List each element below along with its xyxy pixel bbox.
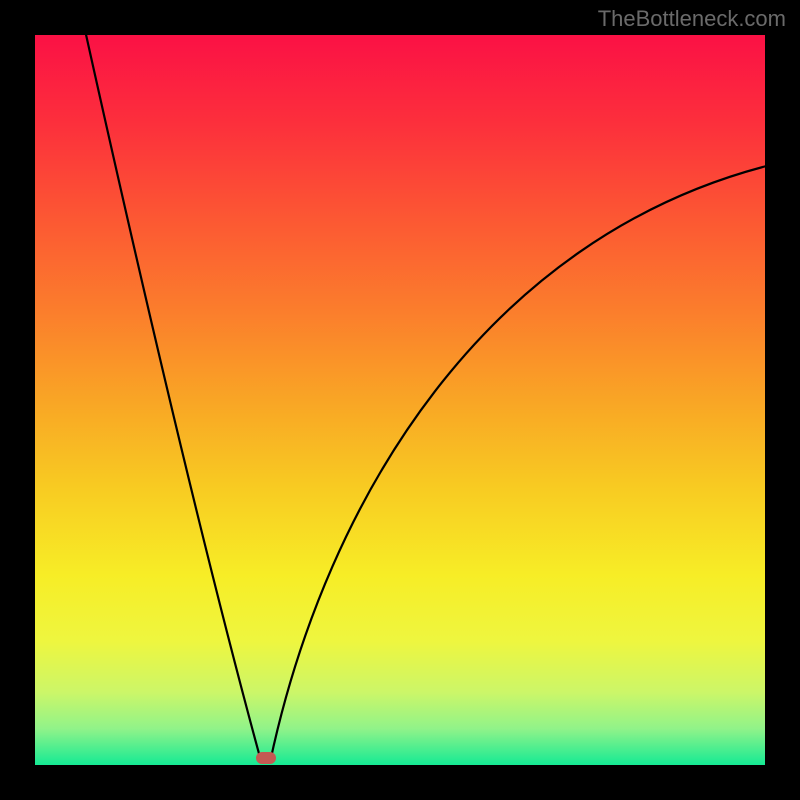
chart-container: TheBottleneck.com bbox=[0, 0, 800, 800]
minimum-marker bbox=[256, 752, 276, 764]
watermark-text: TheBottleneck.com bbox=[598, 6, 786, 32]
curve-svg bbox=[35, 35, 765, 765]
plot-area bbox=[35, 35, 765, 765]
